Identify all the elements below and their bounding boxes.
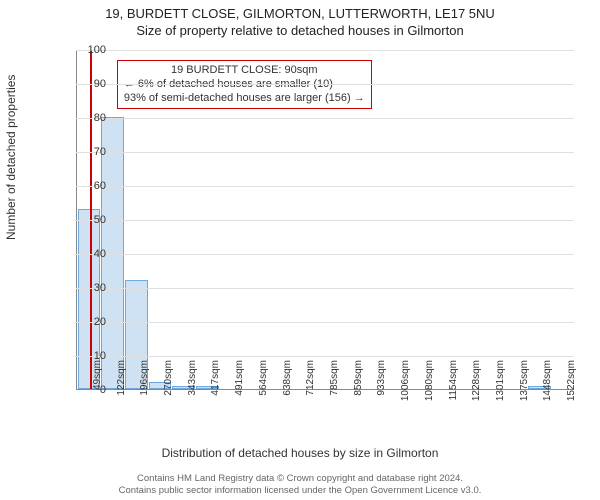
y-tick-label: 40 (78, 248, 106, 260)
gridline (76, 356, 574, 357)
x-tick-label: 343sqm (187, 360, 198, 410)
gridline (76, 118, 574, 119)
x-tick-label: 1375sqm (519, 360, 530, 410)
y-tick-label: 90 (78, 78, 106, 90)
page-title-address: 19, BURDETT CLOSE, GILMORTON, LUTTERWORT… (0, 0, 600, 21)
chart-area: 19 BURDETT CLOSE: 90sqm← 6% of detached … (48, 44, 580, 426)
gridline (76, 288, 574, 289)
x-axis-label: Distribution of detached houses by size … (0, 446, 600, 460)
page-subtitle: Size of property relative to detached ho… (0, 21, 600, 38)
x-tick-label: 122sqm (116, 360, 127, 410)
gridline (76, 322, 574, 323)
y-tick-label: 80 (78, 112, 106, 124)
gridline (76, 50, 574, 51)
x-tick-label: 196sqm (139, 360, 150, 410)
x-tick-label: 49sqm (92, 360, 103, 410)
x-tick-label: 1154sqm (448, 360, 459, 410)
x-tick-label: 785sqm (329, 360, 340, 410)
x-tick-label: 859sqm (353, 360, 364, 410)
x-tick-label: 1448sqm (542, 360, 553, 410)
annotation-line: 19 BURDETT CLOSE: 90sqm (124, 64, 365, 78)
x-tick-label: 270sqm (163, 360, 174, 410)
y-tick-label: 50 (78, 214, 106, 226)
x-tick-label: 1522sqm (566, 360, 577, 410)
gridline (76, 152, 574, 153)
gridline (76, 254, 574, 255)
x-tick-label: 1080sqm (424, 360, 435, 410)
x-tick-label: 1228sqm (471, 360, 482, 410)
x-tick-label: 1301sqm (495, 360, 506, 410)
annotation-line: 93% of semi-detached houses are larger (… (124, 92, 365, 106)
y-tick-label: 20 (78, 316, 106, 328)
x-tick-label: 638sqm (282, 360, 293, 410)
y-tick-label: 100 (78, 44, 106, 56)
x-tick-label: 417sqm (210, 360, 221, 410)
x-tick-label: 933sqm (376, 360, 387, 410)
y-tick-label: 70 (78, 146, 106, 158)
x-tick-label: 712sqm (305, 360, 316, 410)
gridline (76, 84, 574, 85)
y-tick-label: 30 (78, 282, 106, 294)
gridline (76, 220, 574, 221)
footer-attribution: Contains HM Land Registry data © Crown c… (0, 473, 600, 496)
gridline (76, 186, 574, 187)
footer-line-1: Contains HM Land Registry data © Crown c… (0, 473, 600, 484)
x-tick-label: 1006sqm (400, 360, 411, 410)
footer-line-2: Contains public sector information licen… (0, 485, 600, 496)
y-axis-label: Number of detached properties (4, 75, 18, 240)
x-tick-label: 564sqm (258, 360, 269, 410)
y-tick-label: 60 (78, 180, 106, 192)
x-tick-label: 491sqm (234, 360, 245, 410)
